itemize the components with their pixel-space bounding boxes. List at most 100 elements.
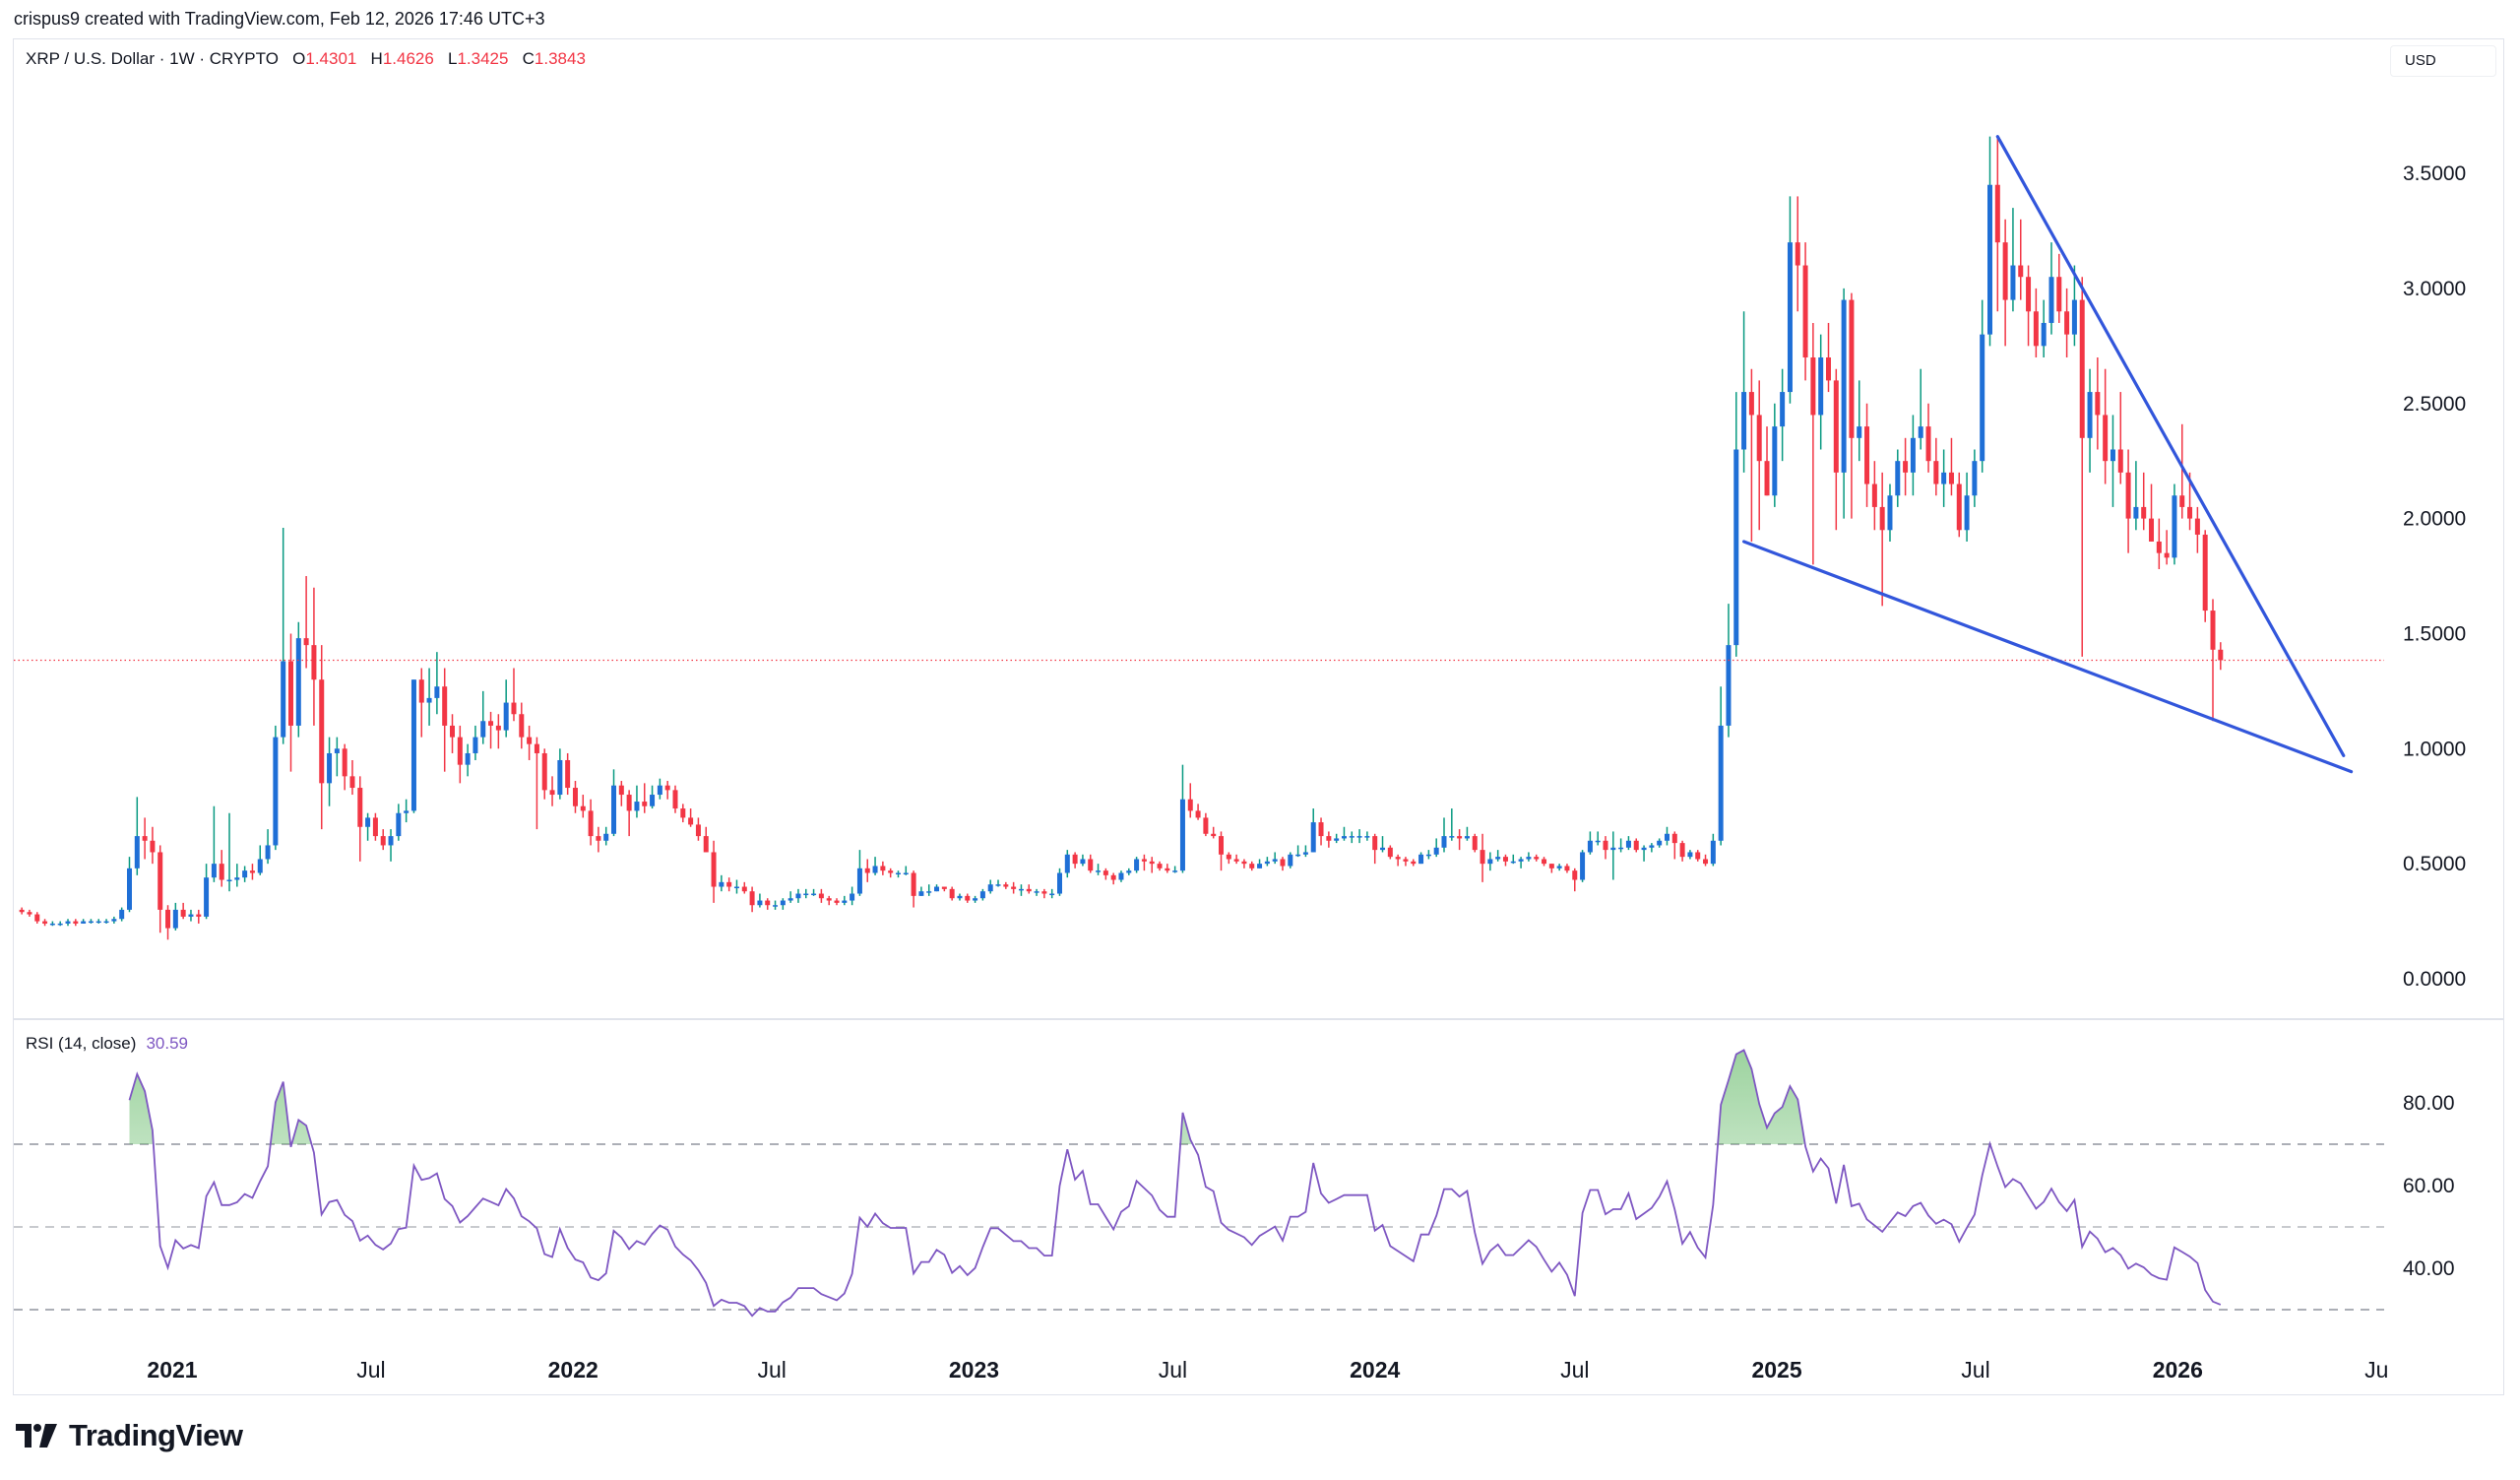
candle: [2041, 299, 2047, 358]
candle-body: [457, 737, 463, 765]
candle: [196, 909, 202, 924]
candle: [1641, 845, 1647, 862]
candle-body: [918, 891, 924, 896]
candle: [1334, 833, 1340, 844]
price-axis[interactable]: 0.0000 0.5000 1.0000 1.5000 2.0000 2.5000 3.00…: [2403, 162, 2466, 991]
candle-body: [803, 893, 809, 896]
time-tick-label: 2023: [949, 1357, 999, 1383]
candle: [19, 907, 25, 915]
currency-button[interactable]: USD: [2390, 45, 2496, 77]
candle-body: [541, 752, 547, 791]
candle: [134, 797, 140, 875]
candle: [680, 804, 686, 823]
time-tick-label: Jul: [356, 1357, 385, 1383]
candle: [1510, 854, 1516, 865]
candle: [1411, 859, 1417, 867]
candle: [1518, 857, 1524, 869]
candle: [1403, 857, 1409, 867]
candle-body: [2164, 552, 2170, 558]
time-tick-label: 2026: [2153, 1357, 2203, 1383]
candle: [695, 817, 701, 841]
candle-body: [1618, 847, 1624, 850]
candle: [818, 888, 824, 903]
price-tick-label: 1.0000: [2403, 738, 2466, 760]
candle: [1833, 368, 1839, 531]
candle-body: [303, 638, 309, 646]
candle-body: [1318, 822, 1324, 837]
candle-body: [1179, 799, 1185, 871]
candle: [1149, 857, 1155, 873]
candle-body: [2110, 449, 2115, 462]
candle: [1841, 288, 1847, 519]
candle: [1879, 472, 1885, 607]
candle-body: [1310, 822, 1316, 853]
candle-body: [911, 872, 916, 896]
candle: [856, 850, 862, 896]
candle-body: [295, 638, 301, 726]
candle: [1364, 831, 1370, 841]
candle-body: [1910, 437, 1916, 473]
candle-body: [1625, 840, 1631, 848]
candle: [1664, 826, 1670, 846]
candle: [1941, 449, 1947, 507]
candle-body: [1718, 725, 1724, 841]
candle-body: [1172, 870, 1178, 872]
candle: [1895, 449, 1901, 507]
candle: [911, 870, 916, 908]
rsi-axis[interactable]: 40.00 60.00 80.00: [2403, 1092, 2455, 1280]
candle-body: [903, 872, 909, 874]
candle-body: [1756, 415, 1762, 462]
candle: [1526, 852, 1532, 862]
candle: [588, 799, 594, 846]
rsi-pane: [14, 1049, 2384, 1318]
candle-body: [1580, 852, 1586, 880]
candle: [2125, 449, 2131, 553]
candle: [557, 748, 563, 800]
candle-body: [1987, 184, 1993, 335]
candle-body: [57, 923, 63, 926]
rsi-tick-label: 60.00: [2403, 1175, 2455, 1197]
candle: [311, 587, 317, 726]
candle: [1372, 833, 1378, 865]
candle: [749, 886, 755, 913]
candle-body: [1102, 870, 1108, 875]
candle-body: [349, 776, 355, 789]
candle: [211, 805, 217, 882]
candle: [1257, 859, 1263, 869]
candle: [1871, 461, 1877, 531]
candle: [1980, 299, 1985, 473]
candle-body: [1134, 859, 1140, 871]
candle: [1003, 881, 1009, 889]
price-tick-label: 3.0000: [2403, 278, 2466, 300]
candle-body: [1395, 857, 1401, 860]
candle-body: [27, 912, 32, 915]
time-tick-label: 2024: [1350, 1357, 1400, 1383]
candle-body: [1157, 864, 1163, 869]
candle: [811, 888, 817, 896]
candle-body: [1149, 861, 1155, 865]
candle-body: [2156, 541, 2162, 553]
tradingview-logo[interactable]: TradingView: [16, 1418, 243, 1453]
time-tick-label: Jul: [1961, 1357, 1989, 1383]
candle-body: [1341, 836, 1347, 839]
time-axis[interactable]: 2021 Jul 2022 Jul 2023 Jul 2024 Jul 2025 Jul 2026 J…: [147, 1357, 2388, 1383]
candle: [88, 919, 94, 924]
trendlines[interactable]: [1741, 135, 2354, 774]
candle-body: [549, 790, 555, 796]
candle: [888, 868, 894, 878]
tradingview-logo-text: TradingView: [69, 1418, 243, 1452]
candle-body: [1649, 845, 1655, 848]
candle-body: [626, 795, 632, 811]
candle: [2218, 642, 2224, 671]
candle-body: [249, 870, 255, 873]
candle-body: [580, 805, 586, 811]
candle-body: [1480, 850, 1485, 865]
candle: [2103, 368, 2109, 484]
candle: [327, 737, 333, 806]
candle: [1418, 852, 1424, 865]
candle: [1657, 838, 1663, 848]
candle-body: [111, 919, 117, 922]
candle-body: [788, 898, 793, 901]
candle-body: [733, 886, 739, 889]
